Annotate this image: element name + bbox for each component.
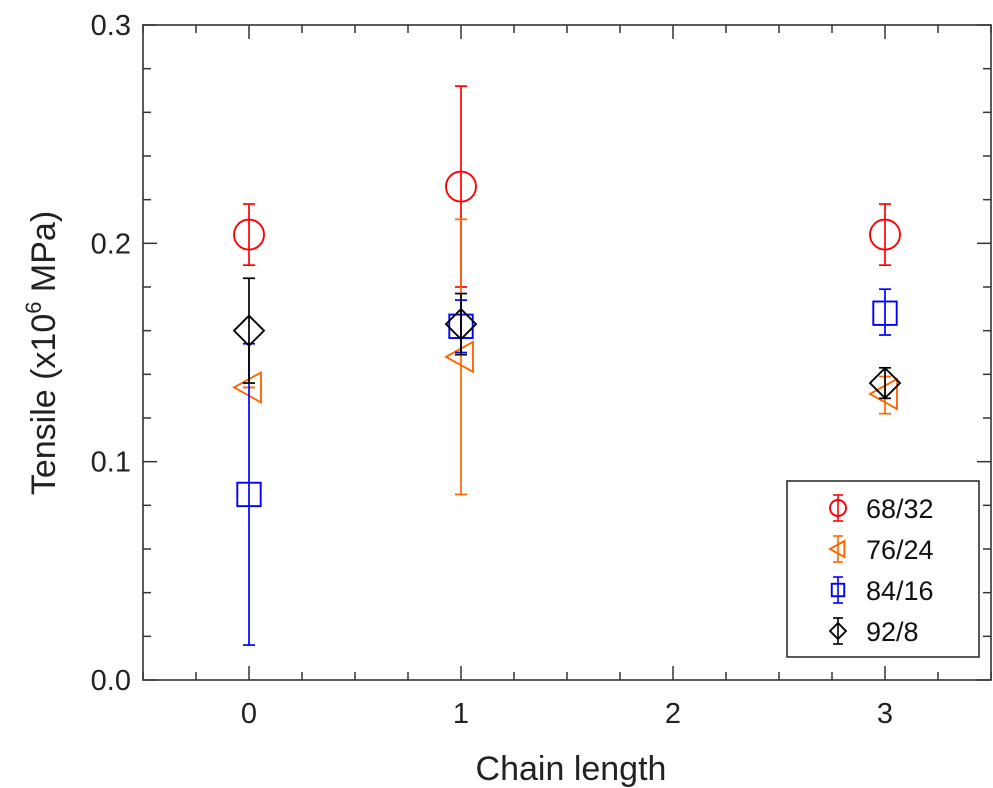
series-76-24 [232, 218, 898, 496]
legend-label: 76/24 [866, 535, 934, 565]
x-tick-label: 0 [241, 698, 257, 730]
legend-label: 84/16 [866, 576, 934, 606]
data-point [444, 340, 474, 374]
y-axis-title-exponent: 6 [21, 302, 46, 314]
legend-entry: 92/8 [828, 617, 919, 647]
legend: 68/32 76/24 84/16 92/8 [786, 480, 980, 658]
series-68-32 [233, 85, 901, 288]
legend-marker [828, 621, 848, 641]
series-92-8 [232, 277, 902, 400]
data-point [233, 218, 265, 251]
data-point [232, 314, 266, 348]
data-point [445, 170, 477, 203]
x-tick-label: 2 [665, 698, 681, 730]
legend-label: 92/8 [866, 617, 919, 647]
axis-ticks [142, 24, 992, 681]
x-tick-label: 3 [877, 698, 893, 730]
legend-entry: 68/32 [829, 494, 934, 524]
legend-marker [829, 499, 847, 517]
x-axis-title: Chain length [476, 750, 667, 788]
legend-marker [828, 539, 846, 559]
legend-entry: 76/24 [828, 535, 934, 565]
data-point [232, 370, 262, 405]
legend-entry: 84/16 [830, 576, 934, 606]
tick-labels: 0 1 2 3 0.0 0.1 0.2 0.3 [91, 10, 893, 730]
series-layer [232, 85, 902, 646]
y-axis-title: Tensile (x106 MPa) [21, 211, 63, 495]
y-tick-label: 0.2 [91, 228, 131, 260]
y-tick-label: 0.0 [91, 665, 131, 697]
x-tick-label: 1 [453, 698, 469, 730]
data-point [868, 366, 902, 400]
legend-box [786, 480, 980, 658]
y-axis-title-part-1: Tensile (x10 [25, 314, 63, 495]
y-axis-title-part-2: MPa) [25, 211, 63, 302]
data-point [868, 377, 898, 411]
data-point [872, 300, 898, 326]
data-point [236, 481, 262, 508]
y-tick-label: 0.3 [91, 10, 131, 42]
y-tick-label: 0.1 [91, 447, 131, 479]
data-point [869, 218, 901, 251]
legend-label: 68/32 [866, 494, 934, 524]
data-point [444, 307, 478, 341]
legend-marker [830, 582, 846, 598]
